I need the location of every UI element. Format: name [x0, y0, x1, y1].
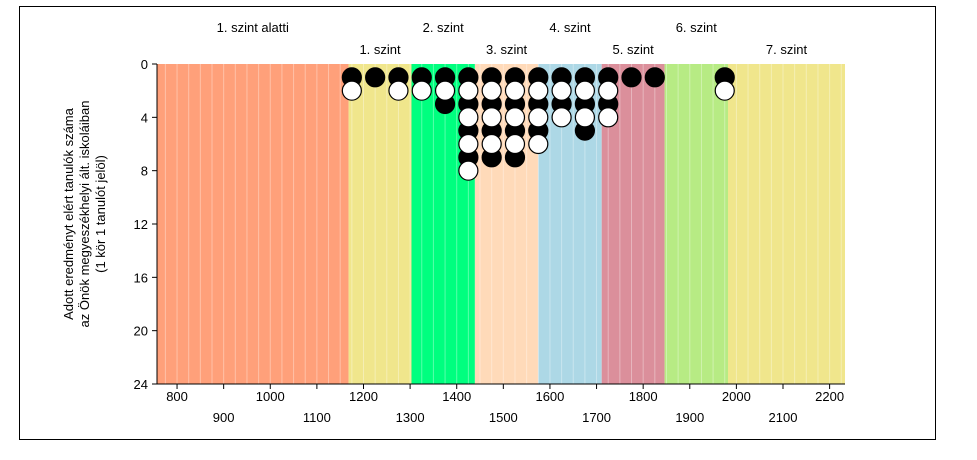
axes: 0 4 8 12 16 20 24 800 1000 1200 1400 1600 1800 2000 22… — [134, 57, 845, 425]
minor-gridlines — [164, 64, 842, 384]
open-student-marker — [504, 80, 526, 101]
x-tick-label: 800 — [166, 389, 188, 404]
x-tick-label: 2200 — [815, 389, 844, 404]
open-student-marker — [551, 107, 572, 128]
x-tick-label: 1500 — [489, 410, 518, 425]
band-label-1: 1. szint alatti — [217, 20, 289, 35]
open-student-marker — [388, 80, 409, 101]
band-1 — [157, 64, 349, 384]
open-student-marker — [458, 160, 479, 181]
y-axis-label-line-3: (1 kör 1 tanulót jelöl) — [93, 155, 108, 273]
x-tick-label: 1000 — [256, 389, 285, 404]
x-tick-label: 2100 — [769, 410, 798, 425]
band-label-5: 4. szint — [549, 20, 591, 35]
open-student-marker — [528, 133, 549, 155]
band-label-6: 5. szint — [613, 42, 655, 57]
band-label-8: 7. szint — [766, 42, 808, 57]
filled-student-marker — [621, 67, 642, 88]
open-student-marker — [481, 133, 502, 155]
open-student-marker — [574, 80, 596, 101]
x-tick-label: 1100 — [303, 410, 331, 425]
x-tick-label: 2000 — [722, 389, 751, 404]
x-tick-label: 1600 — [535, 389, 564, 404]
open-student-marker — [574, 107, 596, 128]
open-student-marker — [341, 80, 362, 101]
open-student-marker — [598, 80, 619, 101]
filled-student-marker — [644, 67, 665, 88]
open-student-marker — [481, 107, 502, 128]
x-tick-label: 1700 — [582, 410, 611, 425]
y-tick-label: 4 — [141, 110, 148, 125]
band-8 — [728, 64, 845, 384]
level-labels: 1. szint alatti 1. szint 2. szint 3. szint 4… — [217, 20, 808, 57]
y-axis-label-line-1: Adott eredményt elért tanulók száma — [61, 107, 76, 319]
open-student-marker — [528, 80, 549, 101]
y-tick-label: 16 — [134, 270, 148, 285]
open-student-marker — [504, 107, 526, 128]
open-student-marker — [714, 80, 735, 101]
y-tick-label: 0 — [141, 57, 148, 72]
x-tick-label: 1800 — [629, 389, 658, 404]
x-tick-label: 1200 — [349, 389, 378, 404]
y-axis-label: Adott eredményt elért tanulók száma az Ön… — [61, 101, 108, 328]
band-label-3: 2. szint — [423, 20, 465, 35]
student-distribution-chart: 1. szint alatti 1. szint 2. szint 3. szint 4… — [61, 20, 845, 425]
y-tick-label: 20 — [134, 324, 148, 339]
y-tick-label: 12 — [134, 217, 148, 232]
open-student-marker — [458, 80, 479, 101]
y-tick-label: 24 — [134, 377, 148, 392]
student-markers — [341, 67, 735, 181]
x-tick-label: 1300 — [396, 410, 425, 425]
open-student-marker — [458, 107, 479, 128]
open-student-marker — [458, 133, 479, 155]
open-student-marker — [504, 133, 526, 155]
open-student-marker — [434, 80, 456, 101]
open-student-marker — [551, 80, 572, 101]
y-tick-label: 8 — [141, 164, 148, 179]
band-label-7: 6. szint — [676, 20, 718, 35]
x-tick-label: 1400 — [442, 389, 471, 404]
x-tick-label: 900 — [213, 410, 235, 425]
band-label-2: 1. szint — [359, 42, 401, 57]
open-student-marker — [411, 80, 432, 101]
open-student-marker — [598, 107, 619, 128]
chart-frame: 1. szint alatti 1. szint 2. szint 3. szint 4… — [19, 6, 936, 440]
x-tick-label: 1900 — [675, 410, 704, 425]
band-label-4: 3. szint — [486, 42, 528, 57]
y-axis-label-line-2: az Önök megyeszékhelyi ált. iskoláiban — [77, 101, 92, 328]
filled-student-marker — [365, 67, 386, 88]
band-2 — [348, 64, 412, 384]
band-7 — [664, 64, 729, 384]
open-student-marker — [481, 80, 502, 101]
level-bands — [157, 64, 845, 384]
open-student-marker — [528, 107, 549, 128]
